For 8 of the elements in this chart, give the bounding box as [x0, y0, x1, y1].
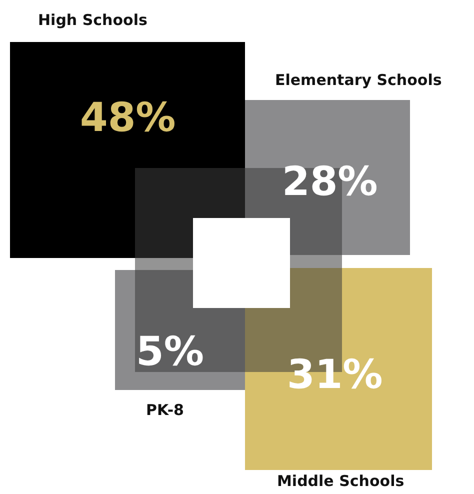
data-label: 48% [80, 95, 176, 141]
data-label: 31% [287, 352, 383, 398]
data-label: 5% [136, 329, 204, 375]
data-label: 28% [282, 159, 378, 205]
category-label: High Schools [38, 11, 148, 29]
category-label: Middle Schools [277, 472, 404, 490]
category-label: Elementary Schools [275, 71, 442, 89]
category-label: PK-8 [146, 401, 184, 419]
